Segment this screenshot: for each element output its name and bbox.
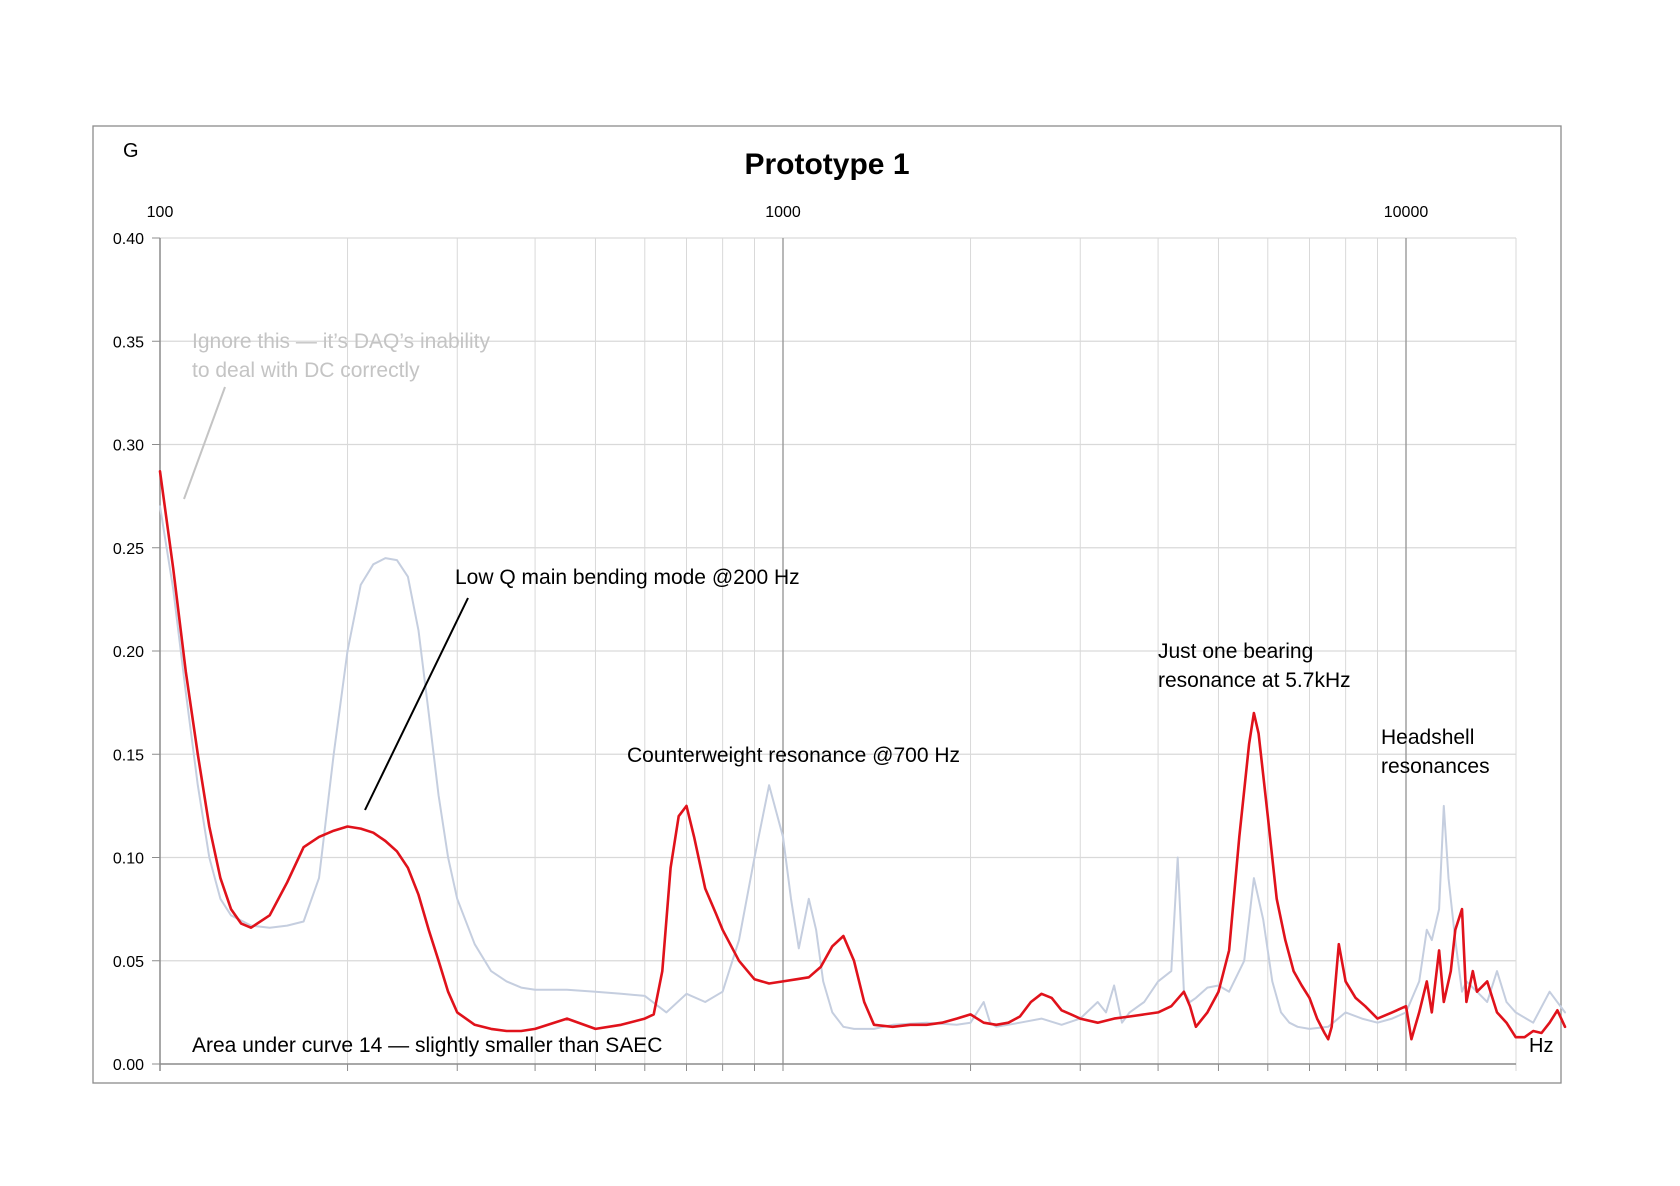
series-line-grey xyxy=(159,505,1566,1030)
axes xyxy=(152,237,1516,1071)
series-line-red xyxy=(158,470,1567,1041)
chart-title: Prototype 1 xyxy=(744,148,909,181)
dc-note-pointer xyxy=(183,386,226,500)
bearing-note-line2: resonance at 5.7kHz xyxy=(1158,669,1351,692)
y-tick-label: 0.15 xyxy=(113,747,144,764)
bending-mode-pointer xyxy=(364,597,469,811)
y-tick-label: 0.00 xyxy=(113,1057,144,1074)
series-layer xyxy=(158,470,1567,1041)
x-axis-label: Hz xyxy=(1529,1035,1553,1057)
y-tick-label: 0.05 xyxy=(113,954,144,971)
x-tick-label: 10000 xyxy=(1384,204,1429,221)
y-tick-labels: 0.00 0.05 0.10 0.15 0.20 0.25 0.30 0.35 0.40 xyxy=(113,231,144,1074)
area-note: Area under curve 14 — slightly smaller t… xyxy=(192,1034,662,1057)
y-tick-label: 0.30 xyxy=(113,438,144,455)
x-tick-label: 1000 xyxy=(765,204,801,221)
bending-mode-note: Low Q main bending mode @200 Hz xyxy=(455,566,800,589)
y-axis-label: G xyxy=(123,140,139,162)
x-tick-labels: 100 1000 10000 xyxy=(147,204,1429,221)
chart-frame xyxy=(92,125,1562,1084)
counterweight-note: Counterweight resonance @700 Hz xyxy=(627,744,960,767)
y-tick-label: 0.40 xyxy=(113,231,144,248)
y-tick-label: 0.20 xyxy=(113,644,144,661)
bearing-note-line1: Just one bearing xyxy=(1158,640,1313,663)
y-tick-label: 0.10 xyxy=(113,851,144,868)
dc-note-line2: to deal with DC correctly xyxy=(192,359,420,382)
y-tick-label: 0.35 xyxy=(113,334,144,351)
y-tick-label: 0.25 xyxy=(113,541,144,558)
gridlines xyxy=(160,237,1517,1071)
x-tick-label: 100 xyxy=(147,204,174,221)
dc-note-line1: Ignore this — it’s DAQ’s inability xyxy=(192,330,491,353)
headshell-note-line2: resonances xyxy=(1381,755,1490,778)
headshell-note-line1: Headshell xyxy=(1381,726,1474,749)
